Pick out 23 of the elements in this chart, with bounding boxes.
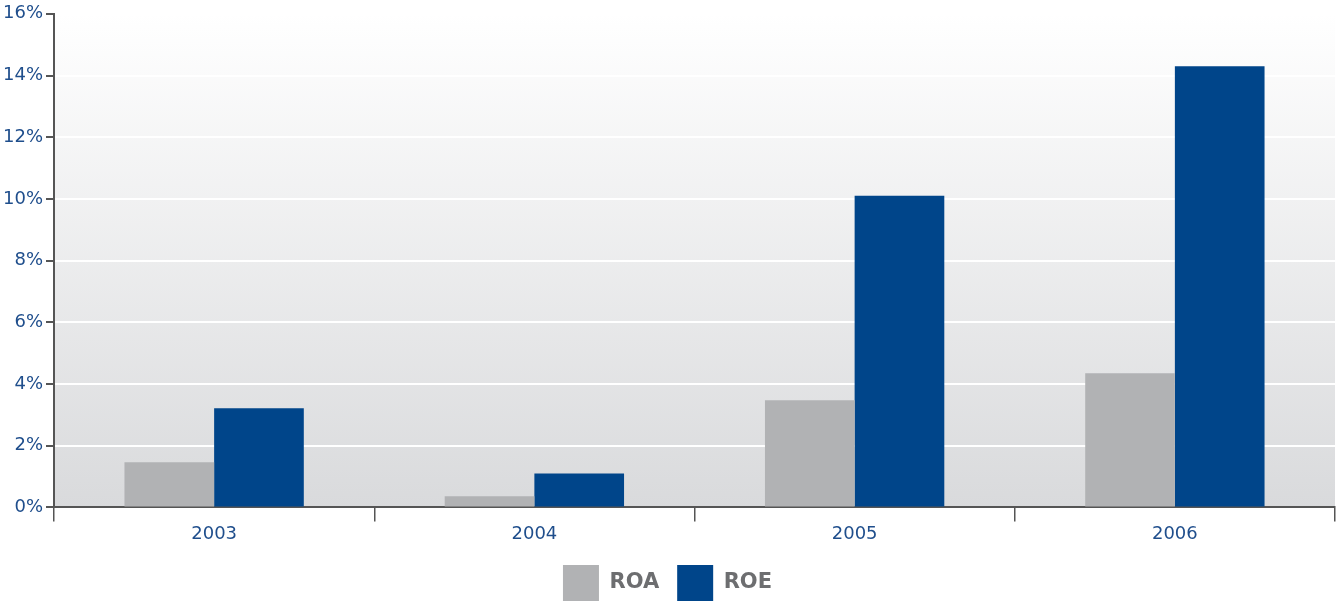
y-tick-label: 16% <box>2 1 44 23</box>
y-tick-label: 0% <box>14 495 44 517</box>
x-tick-label: 2004 <box>511 521 558 543</box>
legend-label: ROA <box>609 569 660 594</box>
bar <box>1085 373 1175 507</box>
y-tick-label: 2% <box>14 433 44 455</box>
bar <box>534 473 625 507</box>
bar <box>1174 66 1265 507</box>
y-tick-label: 14% <box>2 63 44 85</box>
x-tick-label: 2003 <box>191 521 238 543</box>
y-tick-label: 6% <box>14 309 44 331</box>
x-tick-label: 2006 <box>1151 521 1198 543</box>
x-tick-label: 2005 <box>831 521 878 543</box>
y-tick-label: 12% <box>2 124 44 146</box>
bar <box>444 496 535 507</box>
bar <box>124 462 215 507</box>
y-tick-label: 4% <box>14 371 44 393</box>
legend-label: ROE <box>723 569 773 594</box>
bar <box>854 195 945 507</box>
bar <box>214 408 304 507</box>
bar <box>764 400 855 507</box>
y-tick-label: 8% <box>14 248 44 270</box>
y-tick-label: 10% <box>2 186 44 208</box>
